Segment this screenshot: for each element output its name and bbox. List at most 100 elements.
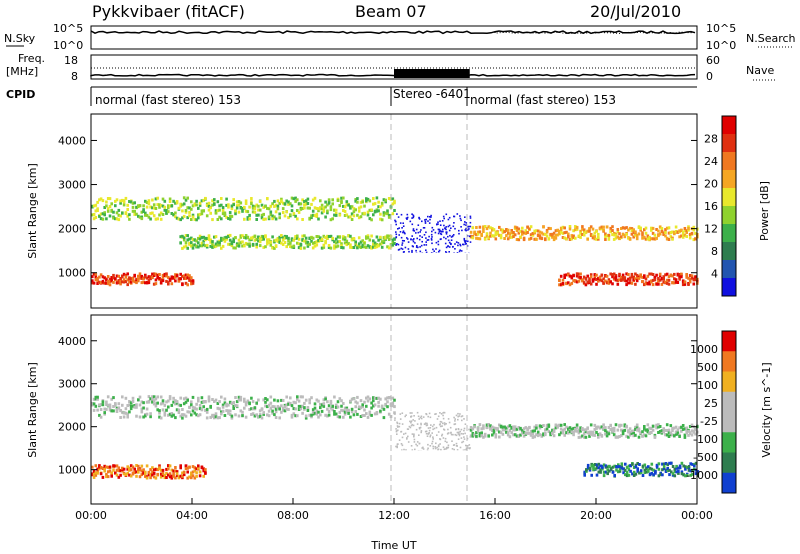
data-cell [114,199,117,203]
data-cell [98,198,101,202]
data-cell [471,432,475,435]
data-cell [158,205,161,209]
data-cell [618,468,622,471]
data-cell [182,473,186,477]
data-cell [133,212,136,216]
data-cell [443,448,446,451]
data-cell [340,199,343,203]
data-cell [366,210,370,214]
data-cell [96,279,99,283]
data-cell [363,241,366,245]
data-cell [152,274,156,277]
data-cell [647,465,650,469]
data-cell [671,433,674,437]
data-cell [644,237,648,241]
data-cell [306,244,310,248]
data-cell [611,429,614,433]
data-cell [264,235,267,239]
data-cell [435,248,437,250]
data-cell [412,229,415,232]
data-cell [452,245,454,248]
data-cell [205,243,209,247]
data-cell [579,235,582,239]
data-cell [186,206,189,210]
data-cell [140,215,144,219]
data-cell [401,444,404,447]
data-cell [681,427,685,431]
data-cell [533,229,536,233]
data-cell [152,475,156,479]
data-cell [450,239,453,241]
data-cell [575,274,579,278]
data-cell [447,218,450,221]
data-cell [531,232,535,235]
data-cell [266,197,269,201]
data-cell [202,469,205,473]
data-cell [531,429,535,433]
data-cell [597,435,600,439]
data-cell [147,395,151,399]
data-cell [575,280,579,284]
data-cell [287,202,290,206]
data-cell [170,414,174,418]
data-cell [670,461,673,465]
data-cell [103,469,106,473]
data-cell [440,230,443,233]
data-cell [690,423,694,427]
data-cell [327,413,331,417]
data-cell [459,249,461,251]
data-cell [627,281,630,285]
data-cell [645,467,648,471]
data-cell [338,204,342,208]
data-cell [174,399,177,403]
data-cell [106,207,110,211]
data-cell [673,469,677,473]
data-cell [575,429,579,433]
data-cell [677,471,680,475]
data-cell [630,281,634,285]
data-cell [190,282,193,286]
data-cell [99,403,103,407]
data-cell [430,237,433,240]
data-cell [667,231,671,235]
data-cell [366,213,370,217]
data-cell [269,395,273,399]
data-cell [487,225,490,229]
data-cell [613,474,616,477]
data-cell [561,236,565,239]
data-cell [190,241,193,245]
data-cell [420,417,423,420]
data-cell [508,435,512,439]
data-cell [287,200,290,204]
data-cell [216,243,220,247]
data-cell [165,467,168,471]
data-cell [191,246,195,250]
data-cell [397,426,399,428]
data-cell [179,202,182,206]
data-cell [395,233,398,236]
data-cell [529,225,533,229]
data-cell [456,431,459,434]
data-cell [96,200,99,204]
data-cell [558,229,561,233]
data-cell [114,464,117,468]
data-cell [237,244,241,248]
data-cell [306,406,310,409]
data-cell [373,202,377,206]
data-cell [621,273,625,277]
data-cell [503,425,506,429]
data-cell [357,245,361,249]
data-cell [106,470,110,474]
data-cell [188,405,191,409]
data-cell [533,429,536,433]
data-cell [304,398,308,402]
data-cell [396,213,398,215]
data-cell [648,426,651,430]
data-cell [207,201,211,205]
data-cell [221,237,225,241]
data-cell [135,277,138,281]
data-cell [241,410,244,414]
data-cell [218,243,221,247]
data-cell [214,235,218,239]
data-cell [448,241,451,244]
